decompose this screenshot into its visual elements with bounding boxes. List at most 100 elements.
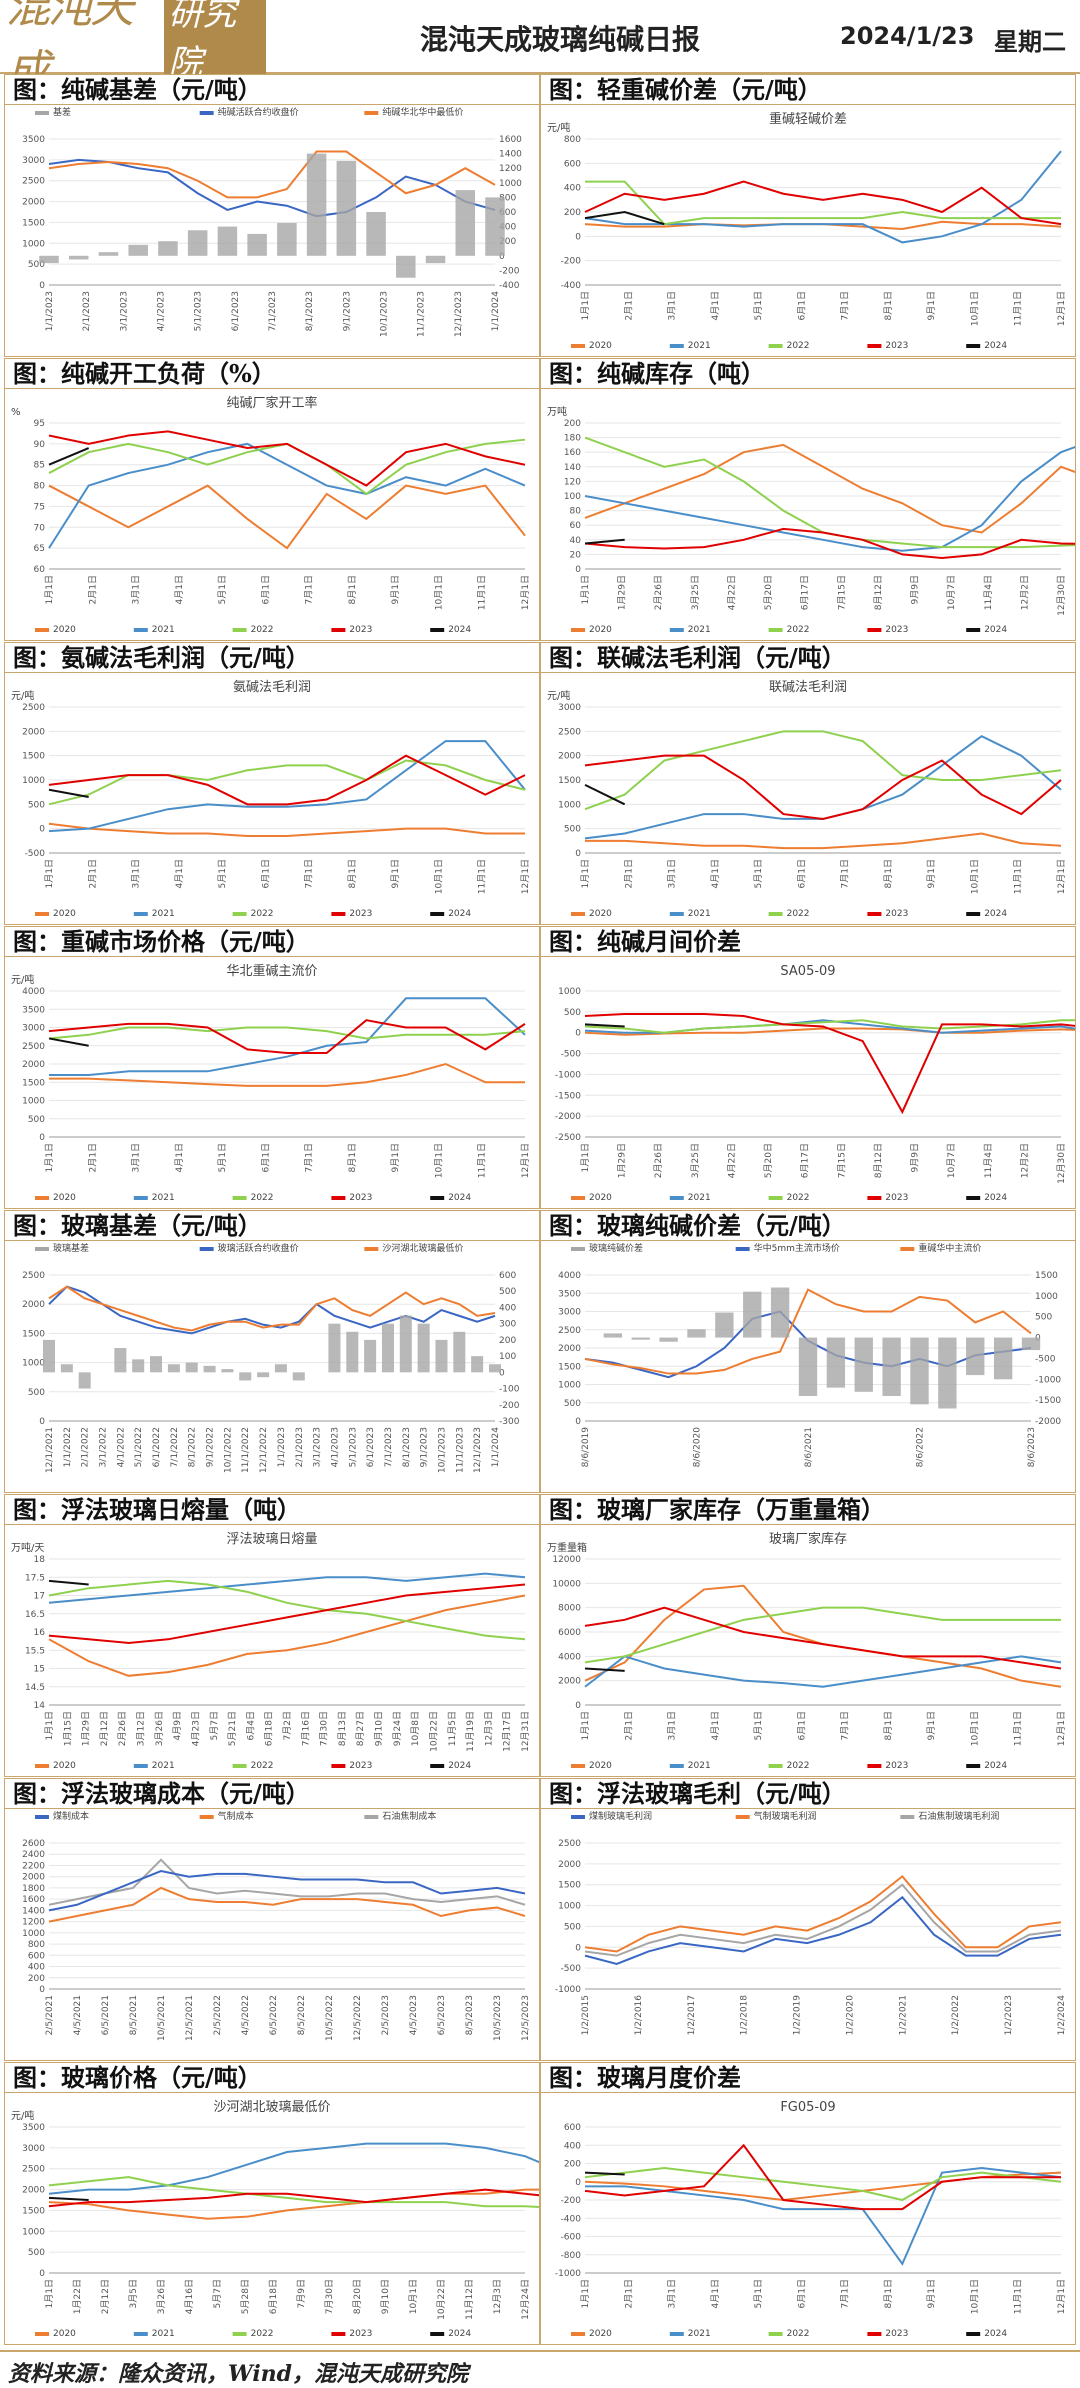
y-tick-label: 60: [34, 565, 46, 575]
x-tick-label: 12月1日: [1056, 291, 1067, 326]
x-tick-label: 12月1日: [520, 1143, 531, 1178]
legend-label: 2022: [251, 2329, 274, 2339]
legend-label: 2022: [251, 625, 274, 635]
x-tick-label: 4/5/2021: [73, 1995, 83, 2035]
bar: [203, 1365, 216, 1373]
series-line: [48, 1858, 526, 1906]
legend-swatch: [364, 111, 379, 115]
x-tick-label: 2月26日: [653, 575, 664, 610]
series-line: [584, 180, 1062, 226]
x-tick-label: 8月12日: [873, 1143, 884, 1178]
x-tick-label: 2月1日: [623, 2279, 634, 2308]
y-tick-label: -1000: [555, 1985, 581, 1995]
legend-swatch: [430, 1196, 445, 1200]
series-line: [48, 2188, 539, 2208]
x-tick-label: 3月26日: [156, 2279, 167, 2314]
x-tick-label: 7/1/2022: [170, 1427, 180, 1467]
y-tick-label: 10000: [552, 1579, 581, 1589]
y-right-tick-label: 500: [1035, 1313, 1052, 1323]
x-tick-label: 8/6/2022: [916, 1427, 926, 1467]
y-right-tick-label: 1500: [1035, 1271, 1058, 1281]
x-tick-label: 4月1日: [174, 859, 185, 888]
bar: [306, 153, 327, 256]
x-tick-label: 4月1日: [710, 859, 721, 888]
y-tick-label: 0: [39, 281, 45, 291]
x-tick-label: 10月1日: [433, 1143, 444, 1178]
x-tick-label: 12月1日: [520, 575, 531, 610]
y-tick-label: -800: [561, 2251, 582, 2261]
y-tick-label: 0: [575, 2178, 581, 2188]
x-tick-label: 11月1日: [477, 575, 488, 610]
x-tick-label: 8/6/2023: [1027, 1427, 1037, 1467]
legend-swatch: [768, 1196, 783, 1200]
y-tick-label: 1000: [22, 2227, 45, 2237]
x-tick-label: 10/1/2023: [380, 291, 390, 337]
legend-swatch: [331, 628, 346, 632]
x-tick-label: 7月30日: [324, 2279, 335, 2314]
bar: [453, 1331, 466, 1373]
y-tick-label: 20: [570, 550, 582, 560]
series-line: [584, 538, 625, 545]
chart-title: 华北重碱主流价: [226, 963, 317, 979]
y-tick-label: 14.5: [25, 1683, 45, 1693]
x-tick-label: 6月18日: [268, 2279, 279, 2314]
y-tick-label: -500: [25, 849, 46, 859]
x-tick-label: 1/2/2015: [581, 1995, 591, 2035]
y-tick-label: -500: [561, 1964, 582, 1974]
x-tick-label: 11月1日: [477, 859, 488, 894]
x-tick-label: 12月31日: [520, 1711, 531, 1752]
chart-panel: 图：浮法玻璃日熔量（吨） 浮法玻璃日熔量 万吨/天 14 14.5 15 15.5 16 16.…: [4, 1494, 540, 1777]
y-tick-label: 80: [570, 507, 582, 517]
y-axis-label: 元/吨: [11, 689, 34, 702]
series-line: [48, 2176, 539, 2208]
x-tick-label: 11月1日: [1013, 291, 1024, 326]
legend-label: 2024: [448, 1193, 471, 1203]
legend-label: 2024: [984, 1193, 1007, 1203]
panel-title: 图：氨碱法毛利润（元/吨）: [5, 643, 539, 673]
x-tick-label: 4月1日: [174, 575, 185, 604]
y-tick-label: 1000: [22, 1929, 45, 1939]
x-tick-label: 11/1/2022: [241, 1427, 251, 1473]
bar: [277, 222, 297, 256]
y-tick-label: 2600: [22, 1839, 45, 1849]
y-tick-label: 500: [28, 260, 45, 270]
y-tick-label: -400: [561, 2214, 582, 2224]
y-axis-label: 万重量箱: [547, 1541, 587, 1554]
bar: [485, 197, 505, 256]
y-tick-label: 12000: [552, 1555, 581, 1565]
x-tick-label: 10月8日: [410, 1711, 421, 1746]
series-line: [49, 1062, 525, 1087]
series-line: [584, 220, 1062, 231]
y-tick-label: 2000: [22, 1873, 45, 1883]
chart-svg: FG05-09 -1000 -800 -600 -400 -200 0 200 400 600 1月…: [555, 2100, 1067, 2339]
legend-swatch: [571, 1764, 585, 1768]
x-tick-label: 1/2/2017: [687, 1995, 697, 2035]
x-tick-label: 12/1/2021: [45, 1427, 55, 1473]
y-tick-label: -600: [561, 2233, 582, 2243]
legend-swatch: [232, 628, 247, 632]
legend-swatch: [768, 344, 783, 348]
legend-label: 2023: [885, 1193, 908, 1203]
y-tick-label: 1000: [558, 1902, 581, 1912]
y-tick-label: 600: [564, 159, 581, 169]
y-right-tick-label: 600: [499, 1271, 516, 1281]
legend-swatch: [35, 2332, 49, 2336]
y-tick-label: 1000: [558, 987, 581, 997]
x-tick-label: 12月1日: [1056, 1711, 1067, 1746]
panel-title: 图：浮法玻璃成本（元/吨）: [5, 1779, 539, 1809]
x-tick-label: 7月2日: [282, 1711, 293, 1740]
y-tick-label: 3500: [22, 135, 45, 145]
bar: [42, 1339, 56, 1373]
x-tick-label: 5月20日: [763, 575, 774, 610]
legend-swatch: [571, 1247, 585, 1251]
legend-swatch: [900, 1815, 915, 1819]
x-tick-label: 1月1日: [580, 291, 591, 320]
y-tick-label: 2000: [22, 1060, 45, 1070]
legend-swatch: [430, 2332, 445, 2336]
legend-label: 2020: [589, 341, 612, 351]
series-line: [584, 1012, 1075, 1115]
chart-panel: 图：玻璃基差（元/吨） 0 500 1000 1500 2000 2500 -300 -200-…: [4, 1210, 540, 1493]
x-tick-label: 12月1日: [1056, 859, 1067, 894]
